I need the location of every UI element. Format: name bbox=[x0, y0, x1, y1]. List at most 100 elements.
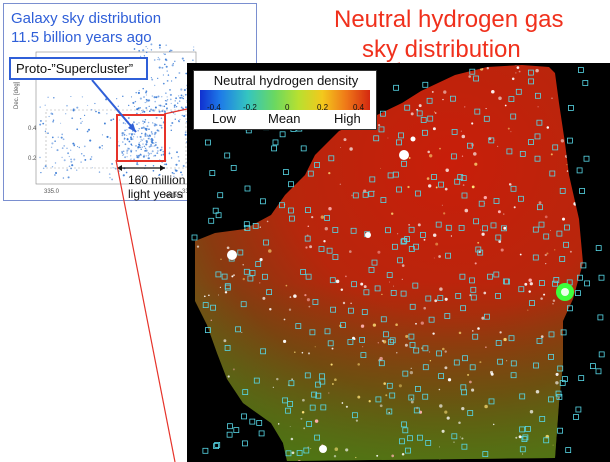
galaxy-marker bbox=[560, 329, 567, 336]
star bbox=[360, 282, 364, 286]
galaxy-point bbox=[135, 145, 137, 147]
star bbox=[498, 240, 502, 243]
galaxy-point bbox=[193, 46, 195, 48]
galaxy-point bbox=[116, 163, 118, 165]
galaxy-point bbox=[179, 118, 181, 121]
colorbar-tick: 0.4 bbox=[353, 103, 365, 112]
star bbox=[379, 404, 383, 408]
star bbox=[474, 262, 477, 265]
star bbox=[328, 392, 330, 394]
galaxy-marker bbox=[253, 377, 260, 384]
galaxy-marker bbox=[318, 246, 325, 252]
galaxy-point bbox=[145, 143, 148, 146]
galaxy-marker bbox=[314, 434, 320, 441]
galaxy-point bbox=[47, 96, 49, 99]
galaxy-point bbox=[44, 130, 47, 132]
galaxy-point bbox=[143, 55, 146, 57]
galaxy-point bbox=[142, 87, 144, 90]
galaxy-point bbox=[157, 95, 160, 98]
star bbox=[471, 122, 474, 125]
star bbox=[420, 321, 424, 325]
star bbox=[385, 394, 388, 397]
galaxy-point bbox=[178, 120, 180, 122]
galaxy-point bbox=[127, 116, 130, 120]
galaxy-point bbox=[155, 141, 157, 144]
galaxy-marker bbox=[559, 256, 566, 262]
galaxy-point bbox=[106, 113, 108, 115]
star bbox=[490, 372, 494, 376]
galaxy-point bbox=[169, 98, 172, 101]
galaxy-marker bbox=[304, 235, 311, 242]
star bbox=[401, 453, 405, 456]
galaxy-marker bbox=[389, 392, 396, 399]
galaxy-point bbox=[175, 97, 178, 100]
galaxy-point bbox=[142, 120, 144, 122]
galaxy-point bbox=[40, 171, 42, 174]
star bbox=[342, 301, 346, 305]
galaxy-marker bbox=[416, 434, 423, 441]
star bbox=[303, 427, 306, 430]
galaxy-marker bbox=[567, 105, 574, 111]
galaxy-point bbox=[148, 110, 151, 113]
galaxy-marker bbox=[233, 427, 240, 434]
star bbox=[341, 402, 344, 404]
galaxy-marker bbox=[368, 266, 375, 273]
inset-title-line1: Galaxy sky distribution bbox=[11, 10, 162, 27]
galaxy-marker bbox=[240, 301, 247, 308]
galaxy-point bbox=[171, 80, 173, 82]
galaxy-marker bbox=[327, 340, 334, 347]
galaxy-point bbox=[80, 161, 82, 163]
galaxy-point bbox=[180, 171, 182, 174]
galaxy-point bbox=[123, 137, 126, 139]
star bbox=[320, 215, 325, 219]
star bbox=[310, 448, 312, 450]
galaxy-marker bbox=[413, 407, 420, 414]
star bbox=[504, 104, 507, 107]
galaxy-marker bbox=[528, 78, 535, 85]
star bbox=[458, 331, 462, 335]
star bbox=[381, 293, 383, 296]
star bbox=[491, 89, 495, 94]
star bbox=[285, 284, 288, 287]
galaxy-point bbox=[130, 133, 132, 135]
galaxy-point bbox=[140, 55, 142, 57]
galaxy-marker bbox=[252, 222, 259, 229]
galaxy-point bbox=[138, 49, 141, 52]
galaxy-point bbox=[51, 166, 54, 168]
star bbox=[550, 153, 553, 156]
galaxy-marker bbox=[483, 313, 490, 320]
star bbox=[410, 112, 414, 116]
star bbox=[410, 400, 414, 404]
star bbox=[259, 282, 261, 284]
star bbox=[527, 309, 529, 311]
galaxy-point bbox=[138, 89, 140, 92]
galaxy-point bbox=[66, 169, 69, 172]
galaxy-point bbox=[52, 120, 54, 123]
galaxy-point bbox=[123, 133, 126, 136]
star bbox=[511, 77, 515, 81]
star bbox=[348, 250, 352, 253]
star bbox=[566, 170, 569, 172]
galaxy-point bbox=[106, 135, 109, 138]
galaxy-marker bbox=[401, 421, 407, 428]
galaxy-marker bbox=[402, 427, 409, 434]
star bbox=[290, 437, 294, 441]
galaxy-marker bbox=[400, 290, 407, 297]
galaxy-point bbox=[160, 117, 163, 119]
galaxy-marker bbox=[477, 249, 484, 256]
galaxy-point bbox=[112, 118, 115, 121]
galaxy-point bbox=[171, 122, 174, 124]
star bbox=[555, 372, 559, 376]
star bbox=[434, 112, 437, 114]
galaxy-marker bbox=[426, 97, 433, 104]
galaxy-point bbox=[91, 167, 93, 169]
star bbox=[376, 454, 379, 457]
star bbox=[283, 339, 287, 343]
galaxy-marker bbox=[303, 447, 310, 454]
galaxy-point bbox=[165, 102, 168, 106]
galaxy-point bbox=[142, 110, 145, 113]
galaxy-point bbox=[169, 89, 171, 91]
galaxy-point bbox=[138, 127, 140, 130]
galaxy-point bbox=[87, 128, 91, 131]
galaxy-marker bbox=[326, 247, 333, 254]
